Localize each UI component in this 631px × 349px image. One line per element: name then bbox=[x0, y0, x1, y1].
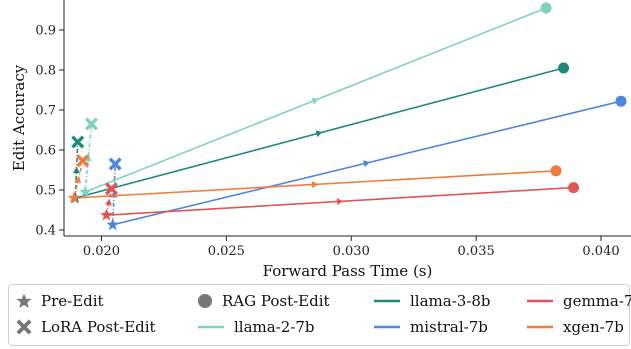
legend-item-rag-post-edit: RAG Post-Edit bbox=[196, 290, 330, 312]
cross-icon bbox=[16, 319, 32, 335]
x-tick-label: 0.025 bbox=[208, 244, 245, 259]
x-tick-label: 0.040 bbox=[582, 244, 619, 259]
y-ticks: 0.4 0.5 0.6 0.7 0.8 0.9 bbox=[35, 24, 64, 239]
y-tick-label: 0.7 bbox=[35, 104, 56, 119]
x-tick-label: 0.030 bbox=[333, 244, 370, 259]
chart: 0.020 0.025 0.030 0.035 0.040 0.40.50.60.70.… bbox=[10, 0, 631, 280]
lora-post-edit-point bbox=[108, 157, 122, 171]
legend-item-xgen-7b: xgen-7b bbox=[525, 316, 624, 338]
edit-direction-arrow bbox=[311, 97, 319, 105]
legend-label: llama-3-8b bbox=[410, 292, 491, 310]
legend-label: LoRA Post-Edit bbox=[41, 318, 156, 336]
edit-direction-arrow bbox=[72, 167, 80, 174]
legend-line-swatch bbox=[198, 325, 224, 329]
series-markers bbox=[67, 2, 627, 231]
pre-edit-point bbox=[100, 208, 113, 221]
legend-label: Pre-Edit bbox=[41, 292, 104, 310]
y-axis-title: Edit Accuracy bbox=[10, 64, 28, 171]
legend-label: llama-2-7b bbox=[234, 318, 315, 336]
legend-x-marker bbox=[16, 319, 32, 335]
y-tick-label: 0.4 bbox=[35, 224, 56, 239]
legend-circle-marker bbox=[198, 294, 212, 308]
edit-direction-arrow bbox=[84, 155, 92, 162]
legend-label: RAG Post-Edit bbox=[222, 292, 330, 310]
x-ticks: 0.020 0.025 0.030 0.035 0.040 bbox=[83, 236, 620, 259]
legend-line-swatch bbox=[527, 325, 553, 329]
edit-direction-arrow bbox=[104, 199, 112, 206]
x-tick-label: 0.020 bbox=[83, 244, 120, 259]
pre-edit-point bbox=[67, 191, 81, 204]
legend-label: xgen-7b bbox=[563, 318, 624, 336]
edit-direction-arrow bbox=[363, 160, 370, 168]
rag-post-edit-point bbox=[550, 165, 562, 177]
legend-line-swatch bbox=[374, 325, 400, 329]
lora-post-edit-point bbox=[71, 135, 85, 149]
legend-item-llama-3-8b: llama-3-8b bbox=[372, 290, 491, 312]
rag-post-edit-point bbox=[568, 182, 580, 194]
y-tick-label: 0.6 bbox=[35, 144, 56, 159]
rag-post-edit-point bbox=[558, 62, 570, 74]
legend-item-lora-post-edit: LoRA Post-Edit bbox=[15, 316, 156, 338]
rag-post-edit-point bbox=[615, 95, 627, 107]
legend-item-mistral-7b: mistral-7b bbox=[372, 316, 488, 338]
edit-direction-arrow bbox=[311, 181, 319, 189]
pre-edit-point bbox=[79, 185, 92, 198]
legend-label: mistral-7b bbox=[410, 318, 488, 336]
legend-line-swatch bbox=[527, 299, 553, 303]
legend: Pre-Edit LoRA Post-Edit RAG Post-Edit llama… bbox=[8, 284, 631, 346]
lora-post-edit-point bbox=[76, 154, 90, 168]
lora-post-edit-point bbox=[104, 182, 118, 196]
legend-item-llama-2-7b: llama-2-7b bbox=[196, 316, 315, 338]
x-axis-title: Forward Pass Time (s) bbox=[263, 262, 433, 280]
circle-icon bbox=[198, 294, 212, 308]
lora-edit-line bbox=[84, 123, 93, 193]
rag-post-edit-point bbox=[540, 2, 552, 14]
edit-direction-arrow bbox=[336, 198, 344, 206]
star-icon bbox=[16, 293, 32, 308]
legend-star-marker bbox=[16, 293, 32, 308]
edit-direction-arrow bbox=[74, 176, 82, 184]
y-tick-label: 0.5 bbox=[35, 184, 56, 199]
axes bbox=[63, 0, 631, 237]
lora-post-edit-point bbox=[84, 117, 98, 131]
legend-item-gemma-7b: gemma-7b bbox=[525, 290, 631, 312]
legend-line-swatch bbox=[374, 299, 400, 303]
pre-edit-point bbox=[106, 218, 119, 231]
y-tick-label: 0.8 bbox=[35, 64, 56, 79]
x-tick-label: 0.035 bbox=[458, 244, 495, 259]
series-lines bbox=[72, 7, 622, 226]
legend-item-pre-edit: Pre-Edit bbox=[15, 290, 104, 312]
legend-label: gemma-7b bbox=[563, 292, 631, 310]
edit-direction-arrow bbox=[315, 130, 323, 138]
y-tick-label: 0.9 bbox=[35, 24, 56, 39]
